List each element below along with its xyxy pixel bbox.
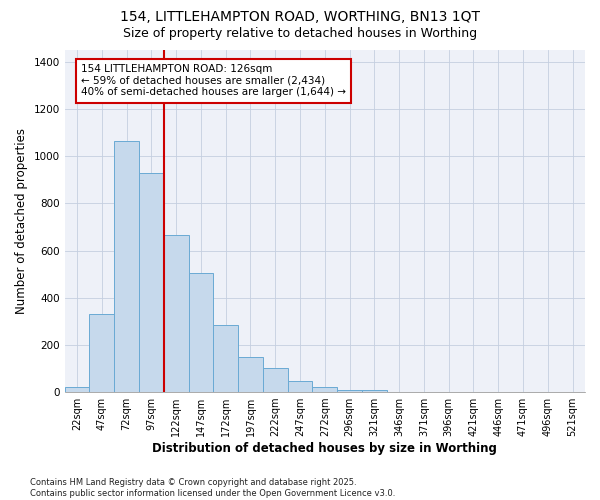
Bar <box>114 141 139 392</box>
Text: 154, LITTLEHAMPTON ROAD, WORTHING, BN13 1QT: 154, LITTLEHAMPTON ROAD, WORTHING, BN13 … <box>120 10 480 24</box>
Bar <box>313 388 337 392</box>
Bar <box>238 356 263 392</box>
Bar <box>65 388 89 392</box>
Bar <box>164 235 188 392</box>
Bar <box>337 390 362 392</box>
Text: 154 LITTLEHAMPTON ROAD: 126sqm
← 59% of detached houses are smaller (2,434)
40% : 154 LITTLEHAMPTON ROAD: 126sqm ← 59% of … <box>81 64 346 98</box>
Text: Size of property relative to detached houses in Worthing: Size of property relative to detached ho… <box>123 28 477 40</box>
X-axis label: Distribution of detached houses by size in Worthing: Distribution of detached houses by size … <box>152 442 497 455</box>
Bar <box>89 314 114 392</box>
Bar <box>287 382 313 392</box>
Text: Contains HM Land Registry data © Crown copyright and database right 2025.
Contai: Contains HM Land Registry data © Crown c… <box>30 478 395 498</box>
Bar <box>263 368 287 392</box>
Bar <box>188 273 214 392</box>
Bar <box>362 390 387 392</box>
Bar <box>139 172 164 392</box>
Bar <box>214 325 238 392</box>
Y-axis label: Number of detached properties: Number of detached properties <box>15 128 28 314</box>
